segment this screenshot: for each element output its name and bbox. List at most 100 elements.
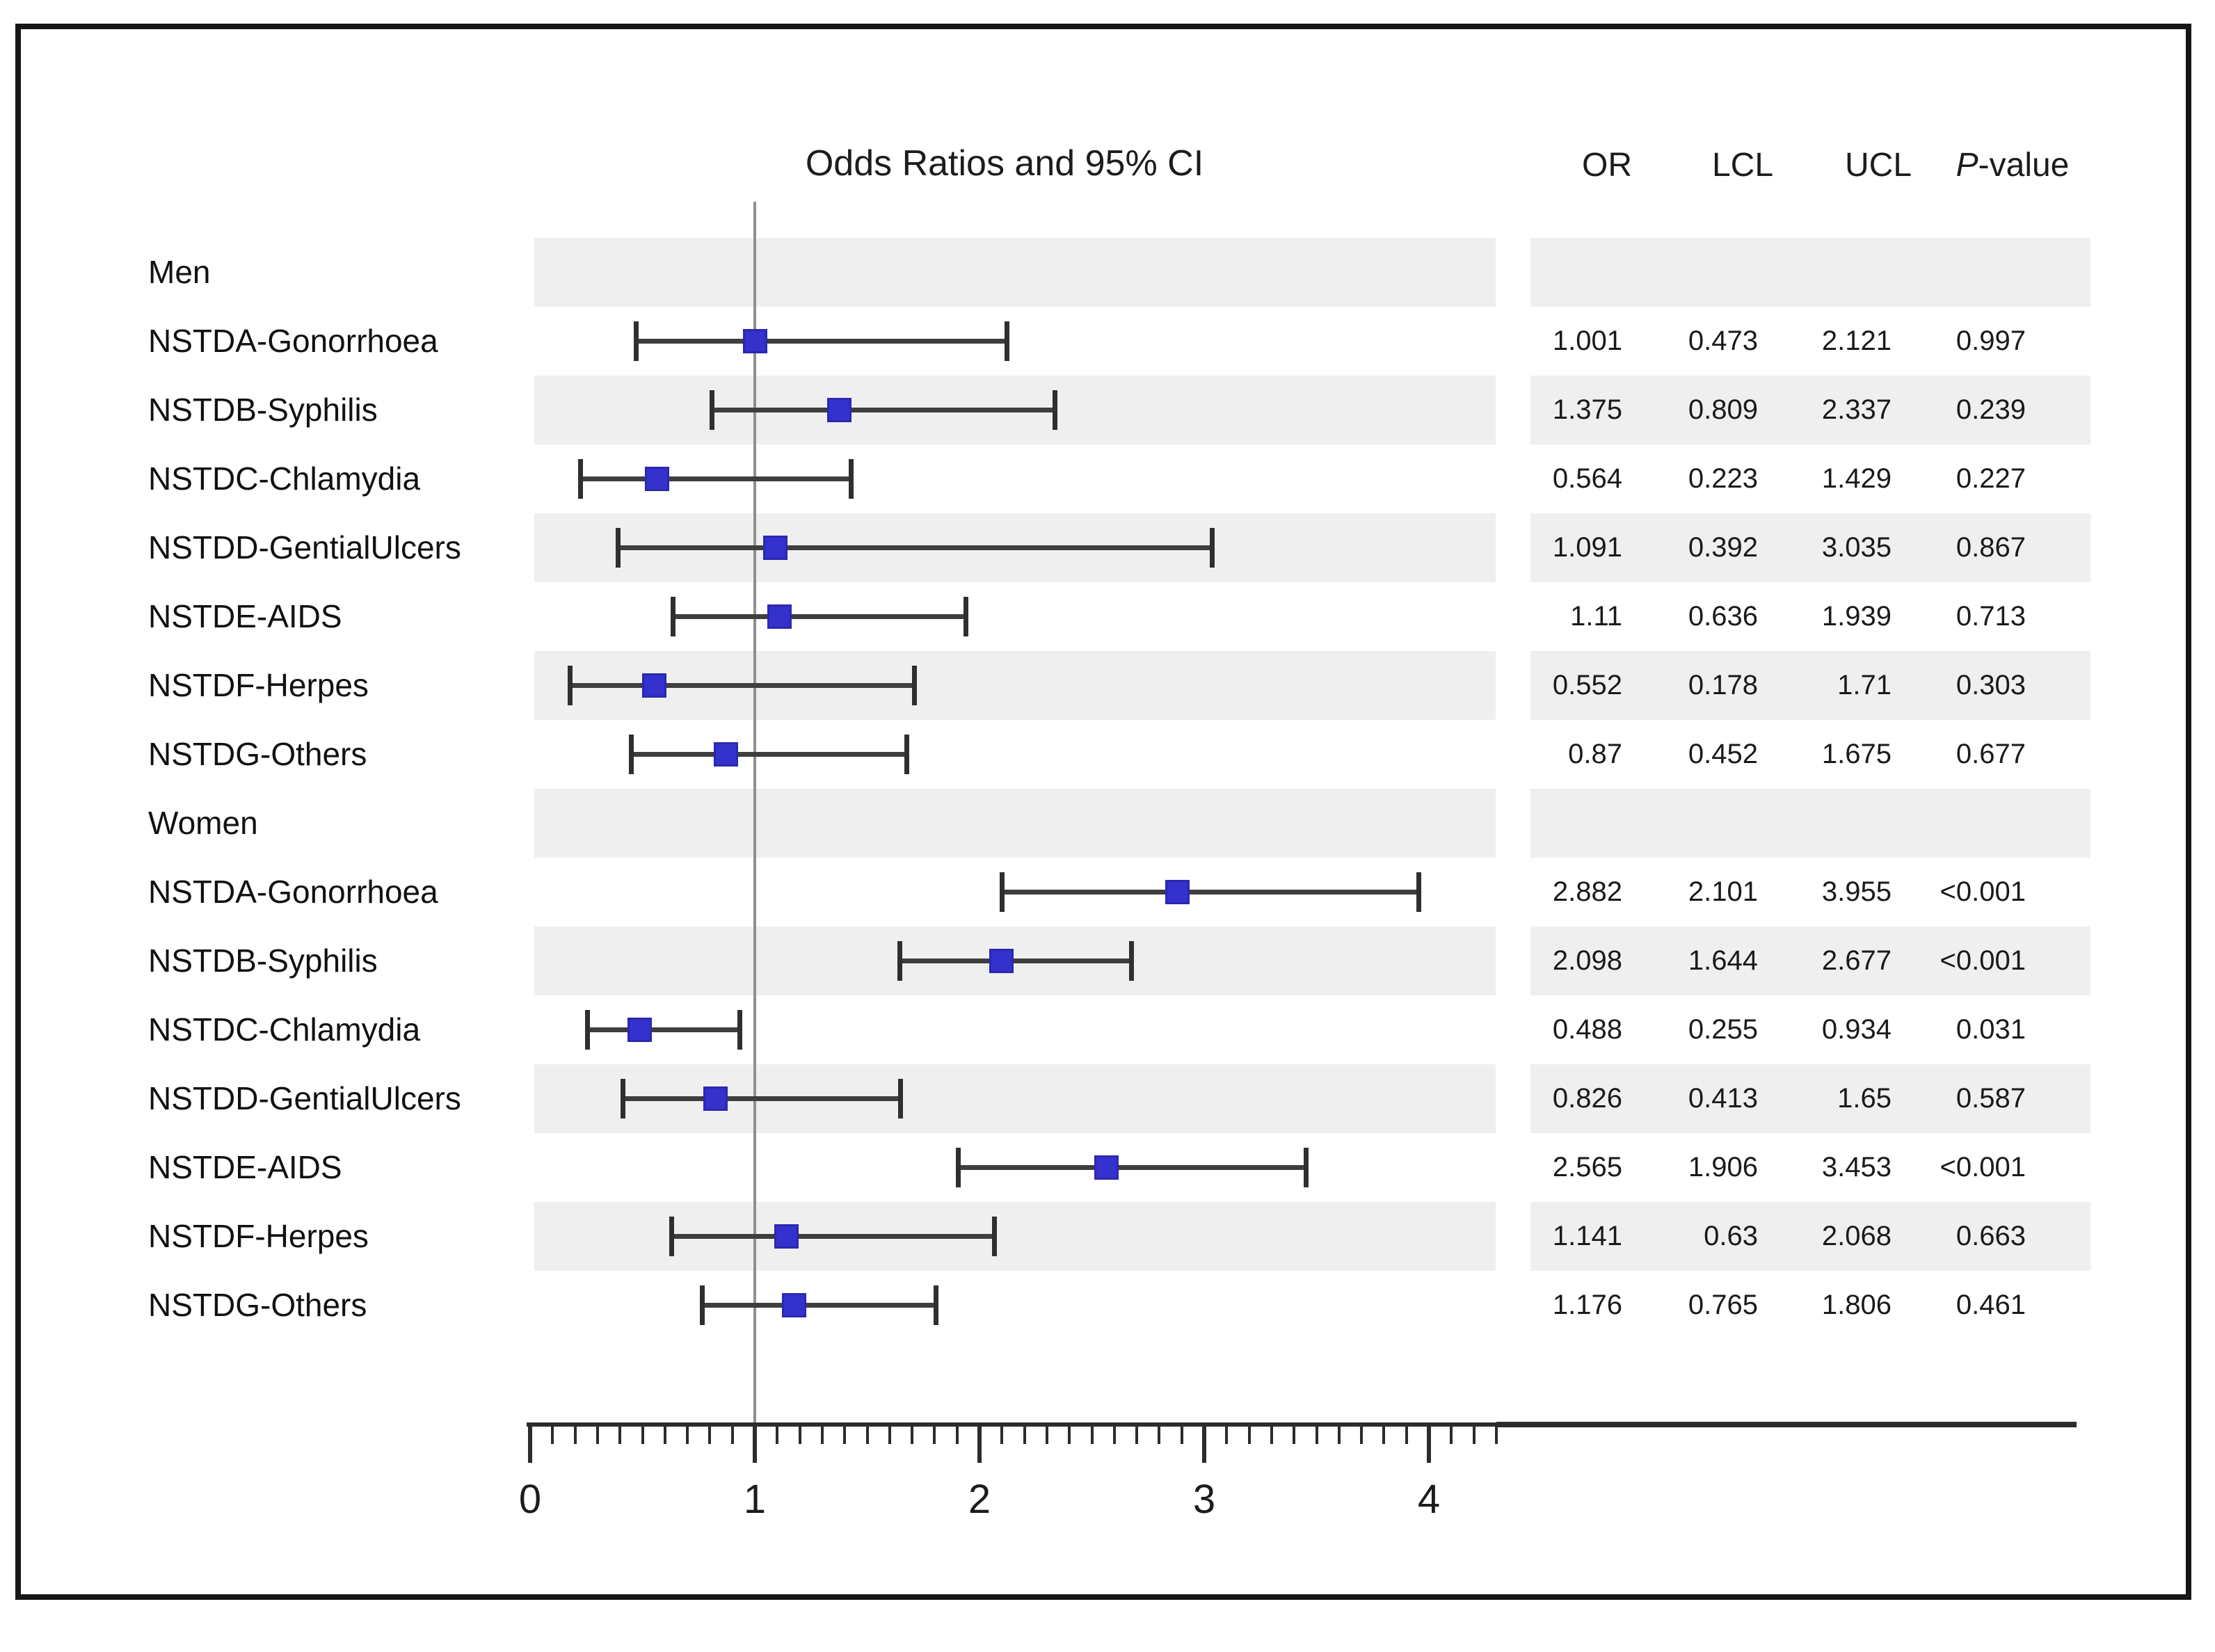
row-label: NSTDD-GentialUlcers [148,529,461,566]
value-or: 0.564 [1552,463,1622,494]
or-marker [782,1293,807,1317]
x-minor-tick [955,1425,959,1444]
x-minor-tick [1337,1425,1341,1444]
ci-cap-left [620,1079,625,1118]
x-minor-tick [865,1425,869,1444]
x-minor-tick [776,1425,779,1444]
value-lcl: 0.809 [1688,394,1758,425]
or-marker [989,949,1014,973]
x-axis-line [527,1422,1496,1427]
pvalue-header-italic-p: P [1956,147,1978,184]
ci-cap-left [577,459,583,499]
row-label: NSTDE-AIDS [148,598,342,634]
ci-line [958,1165,1306,1170]
x-minor-tick [618,1425,622,1444]
value-or: 1.176 [1552,1290,1622,1320]
x-minor-tick [1023,1425,1026,1444]
x-minor-tick [888,1425,891,1444]
or-marker [767,604,792,629]
or-marker [1094,1155,1119,1180]
x-tick-label: 2 [968,1477,991,1522]
row-band [1530,513,2090,582]
value-p: <0.001 [1940,876,2026,907]
x-minor-tick [1045,1425,1048,1444]
value-lcl: 0.765 [1688,1290,1758,1320]
ci-cap-right [911,666,917,705]
value-lcl: 2.101 [1688,876,1758,907]
ci-cap-right [1004,321,1009,361]
ci-cap-right [1053,390,1058,430]
value-or: 1.375 [1552,394,1622,425]
row-label: NSTDB-Syphilis [148,943,378,979]
value-ucl: 1.429 [1821,463,1892,494]
row-band [1530,1064,2090,1133]
value-or: 1.141 [1552,1221,1622,1251]
value-lcl: 0.223 [1688,463,1758,494]
x-major-tick [1427,1425,1431,1463]
ci-cap-left [670,597,675,636]
value-ucl: 1.806 [1821,1290,1892,1320]
value-lcl: 0.178 [1688,670,1758,700]
x-minor-tick [551,1425,554,1444]
value-p: 0.587 [1956,1083,2026,1114]
value-ucl: 1.675 [1821,739,1892,769]
value-ucl: 0.934 [1821,1014,1892,1045]
value-ucl: 2.677 [1821,945,1892,976]
column-header-ucl: UCL [1844,147,1912,184]
table-underline [1496,1422,2077,1427]
x-minor-tick [1112,1425,1116,1444]
value-lcl: 0.255 [1688,1014,1758,1045]
x-minor-tick [1158,1425,1161,1444]
row-label: NSTDB-Syphilis [148,392,378,428]
row-label: NSTDG-Others [148,736,367,772]
x-minor-tick [820,1425,824,1444]
ci-cap-left [1000,872,1005,912]
value-p: <0.001 [1940,1152,2026,1182]
ci-line [570,683,915,688]
x-major-tick [753,1425,757,1463]
value-ucl: 3.453 [1821,1152,1892,1182]
value-ucl: 3.035 [1821,532,1892,563]
ci-line [580,476,851,481]
value-ucl: 1.71 [1837,670,1892,700]
x-minor-tick [1247,1425,1251,1444]
x-minor-tick [1405,1425,1408,1444]
x-tick-label: 4 [1417,1477,1441,1522]
value-or: 0.488 [1552,1014,1622,1045]
ci-cap-right [992,1217,998,1256]
or-marker [703,1086,728,1111]
value-or: 0.87 [1568,739,1622,769]
or-marker [641,673,666,698]
row-label: NSTDG-Others [148,1287,367,1323]
ci-line [636,339,1007,344]
ci-cap-right [737,1010,743,1050]
x-minor-tick [1315,1425,1318,1444]
or-marker [713,742,738,767]
ci-cap-left [699,1285,705,1325]
value-lcl: 0.636 [1688,601,1758,632]
value-p: 0.997 [1956,326,2026,356]
x-minor-tick [641,1425,644,1444]
figure-border [15,24,2191,1600]
row-band [534,238,1496,307]
or-marker [627,1018,653,1042]
ci-cap-left [956,1148,961,1187]
group-label: Men [148,254,211,290]
value-p: 0.713 [1956,601,2026,632]
x-minor-tick [1135,1425,1139,1444]
ci-cap-left [616,528,621,568]
x-minor-tick [1000,1425,1004,1444]
value-ucl: 2.068 [1821,1221,1892,1251]
ci-cap-left [567,666,573,705]
column-header-pvalue: P-value [1956,146,2070,184]
x-minor-tick [686,1425,689,1444]
row-label: NSTDF-Herpes [148,1218,369,1254]
ci-cap-right [933,1285,938,1325]
value-or: 1.091 [1552,532,1622,563]
value-lcl: 0.413 [1688,1083,1758,1114]
ci-cap-right [1303,1148,1309,1187]
value-p: 0.461 [1956,1290,2026,1320]
ci-cap-left [669,1217,674,1256]
x-minor-tick [1090,1425,1094,1444]
ci-line [899,959,1132,963]
